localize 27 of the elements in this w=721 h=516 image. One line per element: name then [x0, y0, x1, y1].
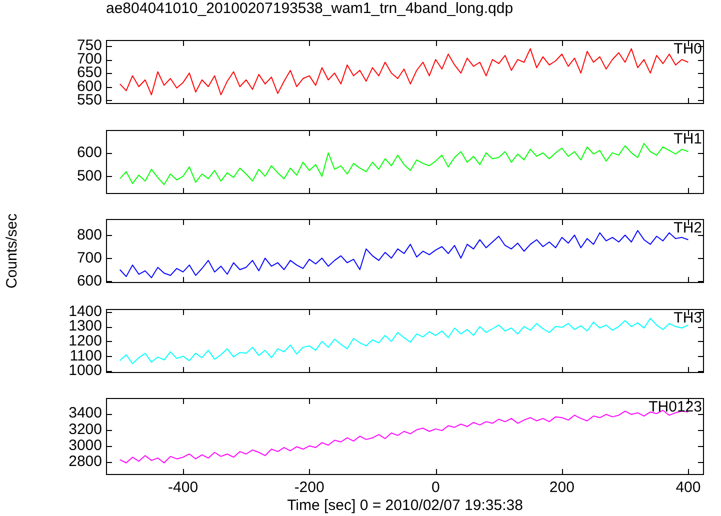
- x-tick-label: -200: [294, 480, 324, 497]
- annotation: TH3: [674, 309, 702, 326]
- x-tick-label: 0: [431, 480, 440, 497]
- annotation: TH0: [674, 40, 702, 58]
- y-tick-label: 2800: [68, 454, 102, 471]
- x-axis-title: Time [sec] 0 = 2010/02/07 19:35:38: [286, 497, 524, 514]
- y-tick-label: 800: [76, 226, 102, 244]
- x-tick-label: 400: [676, 480, 701, 497]
- y-tick-label: 1300: [68, 317, 102, 334]
- x-tick-label: -400: [168, 480, 198, 497]
- y-tick-label: 500: [76, 167, 102, 184]
- y-tick-label: 600: [76, 272, 102, 290]
- y-tick-label: 1200: [68, 332, 102, 350]
- y-tick-label: 1100: [70, 347, 102, 364]
- annotation: TH1: [674, 130, 702, 148]
- y-tick-label: 3400: [68, 405, 102, 422]
- y-axis-title: Counts/sec: [4, 213, 20, 289]
- y-tick-label: 1000: [68, 362, 102, 380]
- y-tick-label: 1400: [68, 302, 102, 320]
- annotation: TH2: [674, 220, 702, 237]
- x-tick-label: 200: [549, 480, 574, 497]
- y-tick-label: 3000: [68, 437, 102, 454]
- annotation: TH0123: [648, 399, 702, 416]
- chart-title: ae804041010_20100207193538_wam1_trn_4band_long.qdp: [106, 0, 514, 17]
- y-tick-label: 700: [76, 249, 102, 266]
- y-tick-label: 600: [76, 144, 102, 161]
- y-tick-label: 3200: [68, 421, 102, 438]
